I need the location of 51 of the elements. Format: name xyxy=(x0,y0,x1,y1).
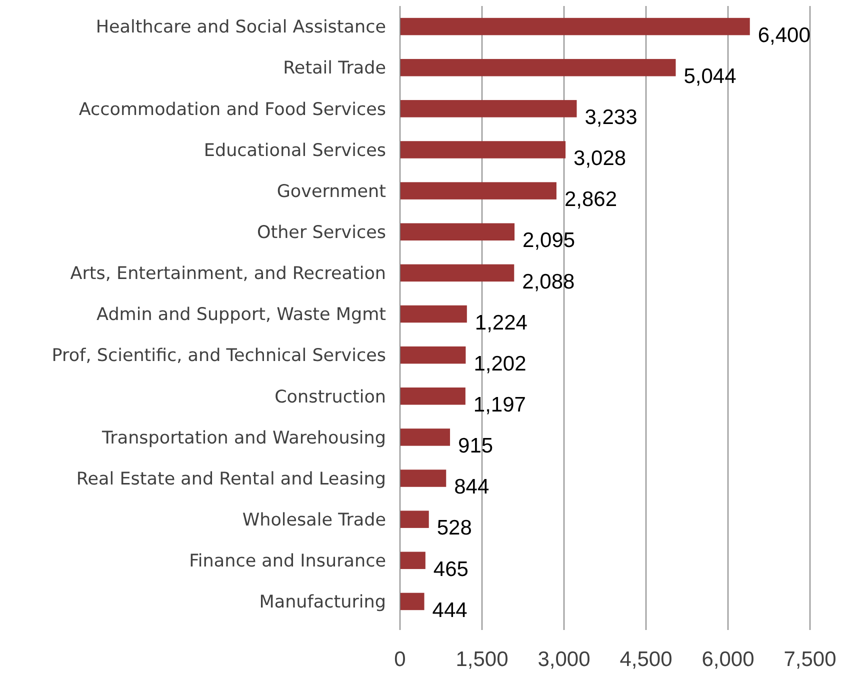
x-tick-label: 1,500 xyxy=(456,648,508,671)
y-tick-label: Retail Trade xyxy=(283,58,386,79)
bar xyxy=(400,223,515,240)
y-tick-label: Finance and Insurance xyxy=(189,552,386,572)
bar xyxy=(400,58,676,76)
y-tick-label: Prof, Scientific, and Technical Services xyxy=(52,346,386,366)
data-label: 5,044 xyxy=(684,64,737,88)
y-tick-label: Transportation and Warehousing xyxy=(101,428,386,448)
bar xyxy=(400,388,466,405)
y-tick-label: Construction xyxy=(274,387,386,408)
bar xyxy=(400,264,514,282)
data-label: 444 xyxy=(432,598,468,622)
y-tick-label: Wholesale Trade xyxy=(242,510,386,530)
y-tick-label: Real Estate and Rental and Leasing xyxy=(76,469,386,490)
y-tick-label: Government xyxy=(276,182,386,202)
bar xyxy=(400,182,556,200)
data-label: 528 xyxy=(436,516,472,540)
data-label: 1,197 xyxy=(473,393,526,416)
x-tick-label: 6,000 xyxy=(702,648,754,671)
data-label: 465 xyxy=(433,558,468,581)
x-tick-label: 3,000 xyxy=(538,648,590,671)
data-label: 3,028 xyxy=(574,147,626,170)
data-label: 844 xyxy=(454,476,490,499)
y-tick-label: Admin and Support, Waste Mgmt xyxy=(96,305,386,326)
y-tick-label: Educational Services xyxy=(204,140,386,161)
data-label: 2,862 xyxy=(564,188,618,212)
data-label: 3,233 xyxy=(584,106,638,130)
data-label: 2,095 xyxy=(522,229,576,252)
bar xyxy=(400,305,467,323)
x-tick-label: 7,500 xyxy=(784,648,836,671)
bar xyxy=(400,346,466,364)
y-tick-label: Manufacturing xyxy=(259,592,386,613)
bar xyxy=(400,510,429,528)
bar xyxy=(400,18,750,36)
bar xyxy=(400,592,424,610)
bar xyxy=(400,470,446,487)
data-label: 6,400 xyxy=(758,24,810,47)
bar xyxy=(400,141,566,158)
bar xyxy=(400,428,450,446)
x-tick-label: 4,500 xyxy=(620,648,672,671)
x-tick-label: 0 xyxy=(394,648,406,671)
data-label: 1,202 xyxy=(474,352,526,376)
bar xyxy=(400,100,577,118)
y-tick-label: Other Services xyxy=(256,222,386,243)
data-label: 915 xyxy=(458,434,494,458)
y-tick-label: Arts, Entertainment, and Recreation xyxy=(70,264,386,284)
data-label: 2,088 xyxy=(522,270,575,294)
y-tick-label: Healthcare and Social Assistance xyxy=(96,18,386,38)
y-tick-label: Accommodation and Food Services xyxy=(78,100,386,120)
bar xyxy=(400,552,426,570)
data-label: 1,224 xyxy=(474,311,528,334)
